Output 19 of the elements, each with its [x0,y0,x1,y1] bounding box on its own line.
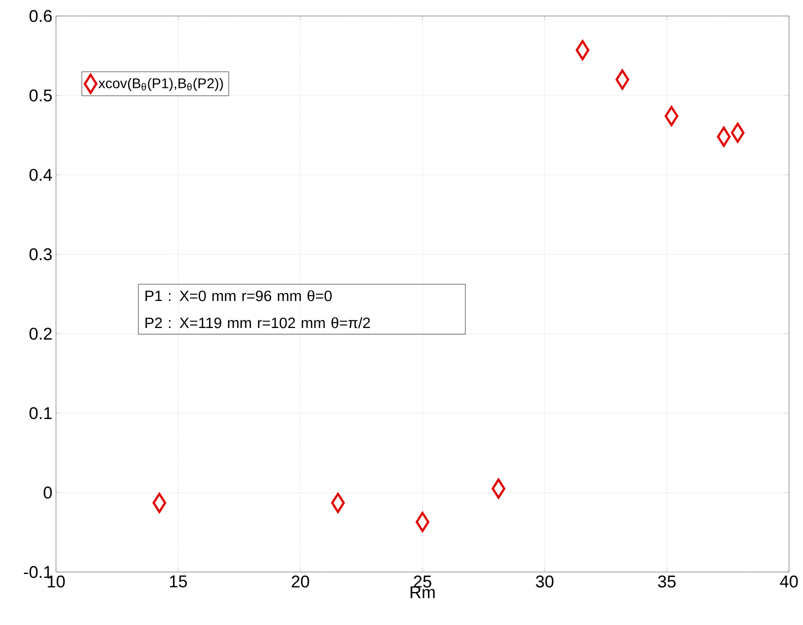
x-tick-label: 35 [658,576,676,588]
x-tick-label: 40 [780,576,798,588]
x-tick-label: 10 [48,576,65,588]
y-tick-label: 0.3 [30,248,52,260]
y-tick-label: 0.1 [30,407,52,420]
x-axis-title: Rm [410,586,435,598]
x-tick-label: 30 [536,576,554,588]
y-tick-label: 0.5 [30,89,52,102]
y-tick-label: 0.4 [30,168,52,181]
y-tick-label: 0.6 [30,10,52,22]
y-tick-label: 0 [44,486,52,499]
x-tick-label: 20 [292,576,310,588]
x-tick-label: 15 [170,576,187,588]
annotation: P1 : X=0 mm r=96 mm θ=0 [146,290,332,302]
y-tick-label: 0.2 [30,328,52,340]
legend-label: xcov(B$_{θ}$(P1),B$_{θ}$(P2)) [98,78,223,92]
point [730,122,745,143]
annotation: P2 : X=119 mm r=102 mm θ=π/2 [146,317,370,328]
point [716,126,731,147]
